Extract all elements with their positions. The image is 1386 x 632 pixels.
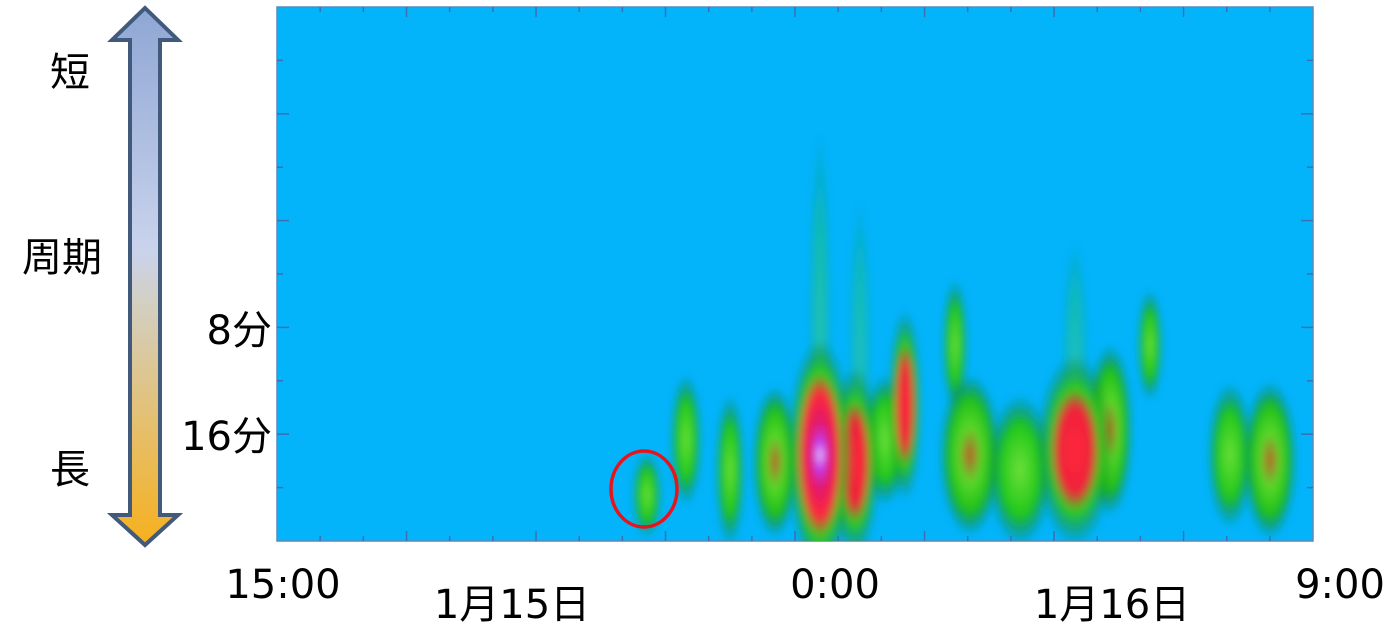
period-arrow [106,5,184,548]
arrow-label-period: 周期 [22,235,102,281]
power-blobs [633,130,1296,541]
date-label: 1月16日 [1034,582,1190,628]
arrow-label-long: 長 [50,447,90,493]
y-label: 16分 [181,414,272,460]
arrow-label-short: 短 [50,50,90,96]
x-label: 15:00 [225,562,340,608]
y-label: 8分 [207,308,272,354]
axis-ticks [277,7,1313,541]
date-label: 1月15日 [434,582,590,628]
highlight-circle [609,449,679,529]
x-label: 9:00 [1295,562,1385,608]
x-label: 0:00 [790,562,880,608]
